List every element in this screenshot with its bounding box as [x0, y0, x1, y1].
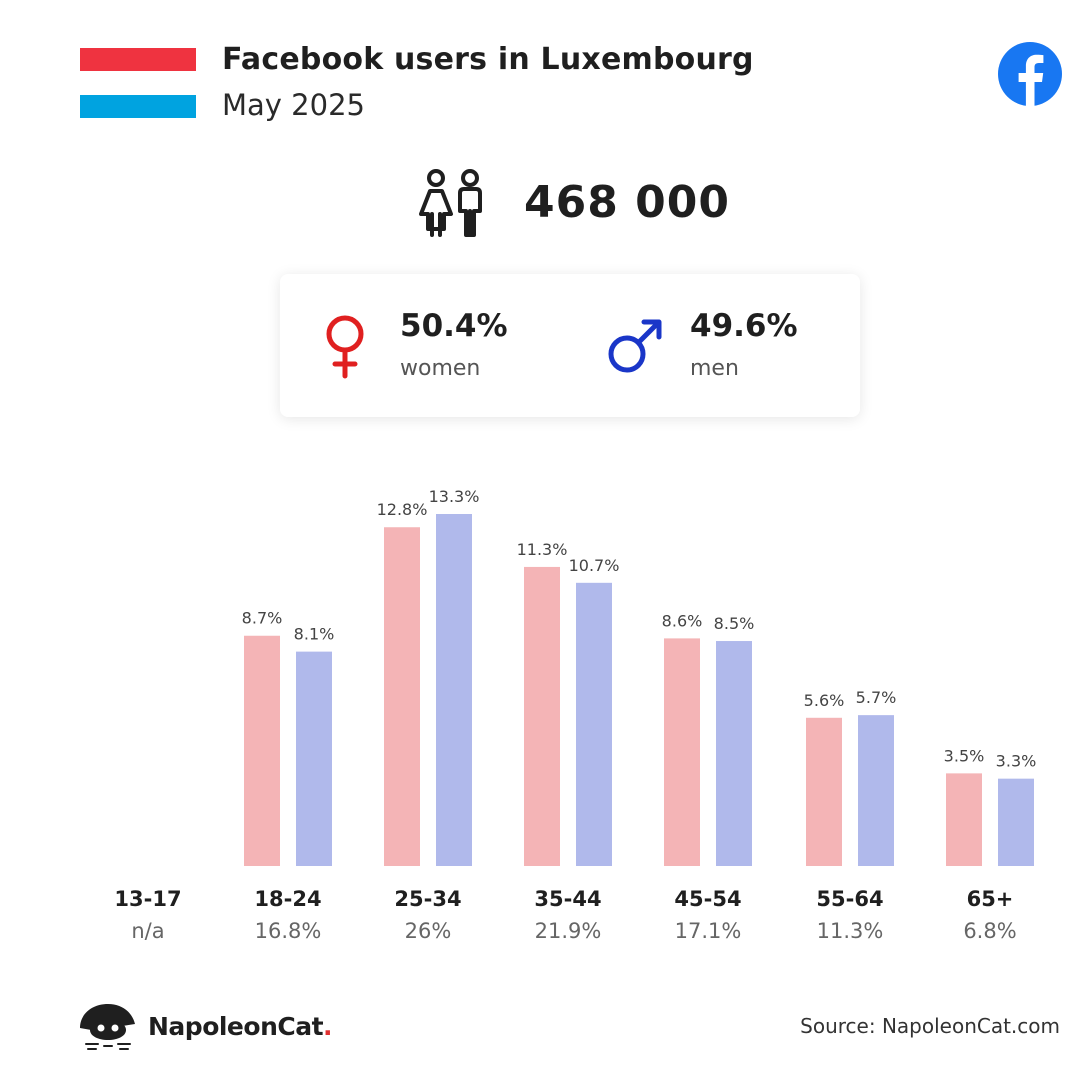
women-label: women — [400, 356, 481, 381]
facebook-logo-icon — [998, 42, 1062, 106]
bar-55-64-s0 — [806, 717, 842, 866]
data-label-25-34-s1: 13.3% — [429, 487, 480, 506]
data-label-18-24-s1: 8.1% — [294, 625, 335, 644]
bar-35-44-s0 — [524, 566, 560, 866]
category-total-65+: 6.8% — [963, 919, 1016, 943]
category-total-35-44: 21.9% — [535, 919, 602, 943]
female-symbol-icon — [326, 315, 364, 379]
data-label-35-44-s1: 10.7% — [569, 556, 620, 575]
gender-card: 50.4% women 49.6% men — [280, 274, 860, 417]
flag-stripe-white — [80, 71, 196, 95]
luxembourg-flag-icon — [80, 48, 196, 118]
male-symbol-icon — [608, 319, 662, 373]
bar-35-44-s1 — [576, 582, 612, 866]
category-label-45-54: 45-54 — [674, 887, 741, 911]
flag-stripe-red — [80, 48, 196, 72]
bar-18-24-s0 — [244, 635, 280, 866]
source-text: Source: NapoleonCat.com — [800, 1014, 1060, 1038]
data-label-55-64-s1: 5.7% — [856, 688, 897, 707]
data-label-25-34-s0: 12.8% — [377, 500, 428, 519]
data-label-55-64-s0: 5.6% — [804, 691, 845, 710]
category-total-18-24: 16.8% — [255, 919, 322, 943]
category-total-13-17: n/a — [131, 919, 164, 943]
data-label-18-24-s0: 8.7% — [242, 609, 283, 628]
men-percentage: 49.6% — [690, 308, 798, 344]
total-users: 468 000 — [418, 166, 730, 238]
bar-45-54-s0 — [664, 638, 700, 866]
data-label-45-54-s1: 8.5% — [714, 614, 755, 633]
bar-25-34-s0 — [384, 527, 420, 866]
bar-65+-s0 — [946, 773, 982, 866]
category-label-13-17: 13-17 — [114, 887, 181, 911]
men-stat: 49.6% men — [570, 274, 860, 417]
category-label-25-34: 25-34 — [394, 887, 461, 911]
bar-45-54-s1 — [716, 641, 752, 866]
data-label-45-54-s0: 8.6% — [662, 611, 703, 630]
data-label-35-44-s0: 11.3% — [517, 540, 568, 559]
category-total-55-64: 11.3% — [817, 919, 884, 943]
brand-name: NapoleonCat — [148, 1011, 324, 1041]
total-users-value: 468 000 — [524, 176, 731, 228]
bar-18-24-s1 — [296, 651, 332, 866]
page-title: Facebook users in Luxembourg — [222, 42, 754, 77]
flag-stripe-blue — [80, 94, 196, 118]
age-distribution-chart: 13-17 n/a 8.7% 8.1% 18-24 16.8% 12.8%13.3% 25-3… — [114, 487, 1037, 943]
data-label-65+-s0: 3.5% — [944, 746, 985, 765]
bar-55-64-s1 — [858, 715, 894, 866]
data-label-65+-s1: 3.3% — [996, 752, 1037, 771]
users-icon — [419, 169, 482, 237]
category-total-45-54: 17.1% — [675, 919, 742, 943]
brand-dot: . — [323, 1011, 333, 1041]
category-label-18-24: 18-24 — [254, 887, 321, 911]
women-percentage: 50.4% — [400, 308, 508, 344]
women-stat: 50.4% women — [280, 274, 570, 417]
bar-25-34-s1 — [436, 514, 472, 866]
category-label-55-64: 55-64 — [816, 887, 883, 911]
napoleoncat-logo-icon — [80, 1004, 135, 1050]
page-subtitle: May 2025 — [222, 88, 365, 122]
men-label: men — [690, 356, 739, 381]
category-label-35-44: 35-44 — [534, 887, 601, 911]
bar-65+-s1 — [998, 778, 1034, 866]
napoleoncat-brand: NapoleonCat. — [78, 1000, 333, 1052]
category-label-65+: 65+ — [967, 887, 1014, 911]
category-total-25-34: 26% — [405, 919, 452, 943]
